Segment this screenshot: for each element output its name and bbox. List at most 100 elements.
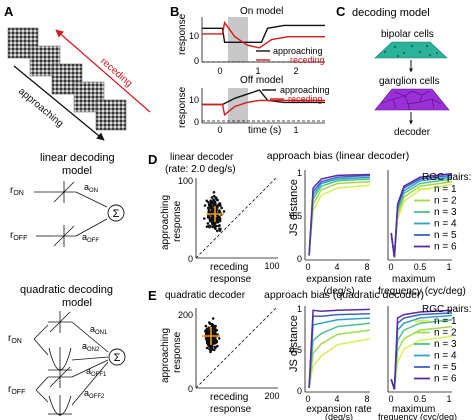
scatter-point bbox=[217, 202, 221, 206]
e-right-xlabel-1: maximum bbox=[392, 404, 435, 415]
linear-sum-symbol: Σ bbox=[113, 208, 120, 220]
d-right-xlabel-2: frequency (cyc/deg) bbox=[378, 286, 466, 297]
quadratic-model-title-1: quadratic decoding bbox=[20, 284, 113, 296]
scatter-point bbox=[218, 227, 221, 231]
e-right-plot: 0 0.5 1 bbox=[387, 306, 453, 404]
scatter-point bbox=[203, 204, 207, 207]
legend-receding-label: receding bbox=[290, 55, 325, 65]
bias-line-3 bbox=[308, 322, 371, 388]
legend-item-5: n = 5 bbox=[434, 230, 457, 241]
legend-item-6: n = 6 bbox=[434, 374, 457, 385]
panel-a: A receding approaching bbox=[4, 4, 151, 141]
e-xtick-200: 200 bbox=[264, 391, 279, 401]
e-ytick-1: 1 bbox=[297, 304, 302, 314]
d-scatter-ylabel-1: approaching bbox=[160, 195, 171, 250]
scatter-point bbox=[213, 342, 217, 345]
scatter-point bbox=[215, 224, 218, 228]
d-right-xtick-0: 0 bbox=[388, 262, 393, 272]
approaching-arrow bbox=[13, 65, 105, 141]
e-unity-line bbox=[195, 307, 277, 389]
e-ytick-200: 200 bbox=[178, 310, 193, 320]
quad-off-split-down bbox=[35, 389, 49, 403]
bias-line-2 bbox=[308, 180, 371, 256]
scatter-point bbox=[209, 350, 212, 354]
off-model-title: Off model bbox=[240, 75, 283, 86]
off-xtick-1: 1 bbox=[293, 125, 298, 135]
off-xlabel: time (s) bbox=[248, 125, 281, 136]
scatter-point bbox=[214, 324, 217, 328]
quad-a-on2: aON2 bbox=[82, 341, 100, 353]
bias-line-6 bbox=[390, 309, 453, 390]
d-unity-line bbox=[195, 177, 277, 259]
quad-a-off2: aOFF2 bbox=[84, 388, 105, 400]
d-mean-crosshair bbox=[206, 206, 224, 222]
scatter-point bbox=[212, 191, 216, 194]
scatter-point bbox=[218, 211, 222, 214]
e-ylabel: JS distance bbox=[288, 315, 300, 372]
linear-on-nonlinearity bbox=[52, 181, 76, 203]
scatter-point bbox=[207, 201, 210, 204]
d-bias-title: approach bias (linear decoder) bbox=[267, 150, 409, 162]
linear-r-on: rON bbox=[10, 185, 24, 197]
d-ytick-05: 0.5 bbox=[289, 211, 302, 221]
stimulus-frame-5 bbox=[95, 99, 127, 131]
scatter-point bbox=[219, 204, 222, 207]
bias-line-4 bbox=[308, 317, 371, 388]
scatter-point bbox=[204, 324, 208, 328]
linear-sum-node bbox=[107, 204, 125, 222]
e-right-xtick-1: 1 bbox=[446, 394, 451, 404]
legend-item-6: n = 6 bbox=[434, 242, 457, 253]
on-ytick-0: 0 bbox=[194, 56, 199, 66]
e-left-xtick-0: 0 bbox=[305, 394, 310, 404]
scatter-point bbox=[206, 342, 209, 345]
linear-model-title-2: model bbox=[62, 165, 92, 177]
linear-on-to-sum bbox=[75, 191, 108, 208]
d-scatter-subtitle: (rate: 2.0 deg/s) bbox=[165, 164, 236, 175]
panel-c: C decoding model bipolar cells ganglion … bbox=[336, 4, 450, 138]
legend-title: RGC pairs: bbox=[422, 304, 471, 315]
d-ytick-100: 100 bbox=[178, 176, 193, 186]
panel-d-label: D bbox=[148, 152, 157, 167]
quadratic-model-title-2: model bbox=[62, 297, 92, 309]
legend-item-3: n = 3 bbox=[434, 207, 457, 218]
panel-d: D linear decoder (rate: 2.0 deg/s) 100 0… bbox=[148, 150, 466, 297]
d-ylabel: JS distance bbox=[288, 179, 300, 236]
e-bias-title: approach bias (quadratic decoder) bbox=[264, 289, 424, 301]
d-ytick-0: 0 bbox=[188, 254, 193, 264]
e-left-xtick-8: 8 bbox=[364, 394, 369, 404]
scatter-point bbox=[213, 345, 216, 349]
linear-off-nonlinearity bbox=[52, 225, 76, 247]
e-left-xtick-4: 4 bbox=[334, 394, 339, 404]
panel-e: E quadratic decoder 200 0 200 approachin… bbox=[148, 288, 457, 420]
scatter-point bbox=[214, 339, 217, 343]
linear-off-to-sum bbox=[75, 218, 108, 237]
off-xtick-0: 0 bbox=[217, 125, 222, 135]
e-right-xlabel-2: frequency (cyc/deg) bbox=[378, 412, 457, 420]
legend-item-1: n = 1 bbox=[434, 184, 457, 195]
bipolar-cell-dots bbox=[383, 44, 439, 58]
scatter-point bbox=[212, 203, 216, 206]
scatter-point bbox=[209, 204, 213, 207]
off-legend-approaching-label: approaching bbox=[280, 85, 330, 95]
d-right-xlabel-1: maximum bbox=[392, 274, 435, 285]
d-scatter-xlabel-2: response bbox=[210, 274, 252, 285]
quad-on-split-down bbox=[33, 338, 49, 356]
off-approaching-line bbox=[202, 89, 325, 106]
legend-item-4: n = 4 bbox=[434, 219, 457, 230]
off-ytick-10: 10 bbox=[189, 95, 199, 105]
legend-item-2: n = 2 bbox=[434, 328, 457, 339]
linear-a-on: aON bbox=[84, 182, 98, 194]
on-xtick-0: 0 bbox=[217, 66, 222, 76]
scatter-point bbox=[217, 337, 221, 340]
scatter-point bbox=[206, 328, 209, 331]
quadratic-sum-node bbox=[108, 348, 126, 366]
quad-on2-to-sum bbox=[71, 356, 109, 361]
ganglion-cell-mosaic bbox=[381, 90, 442, 111]
e-scatter-xlabel-2: response bbox=[210, 404, 252, 415]
scatter-point bbox=[216, 229, 219, 233]
legend-item-1: n = 1 bbox=[434, 316, 457, 327]
scatter-point bbox=[222, 210, 226, 213]
panel-b: B On model Off model 10 0 approaching re… bbox=[170, 4, 330, 136]
d-scatter-points bbox=[203, 191, 226, 233]
scatter-point bbox=[210, 196, 214, 199]
